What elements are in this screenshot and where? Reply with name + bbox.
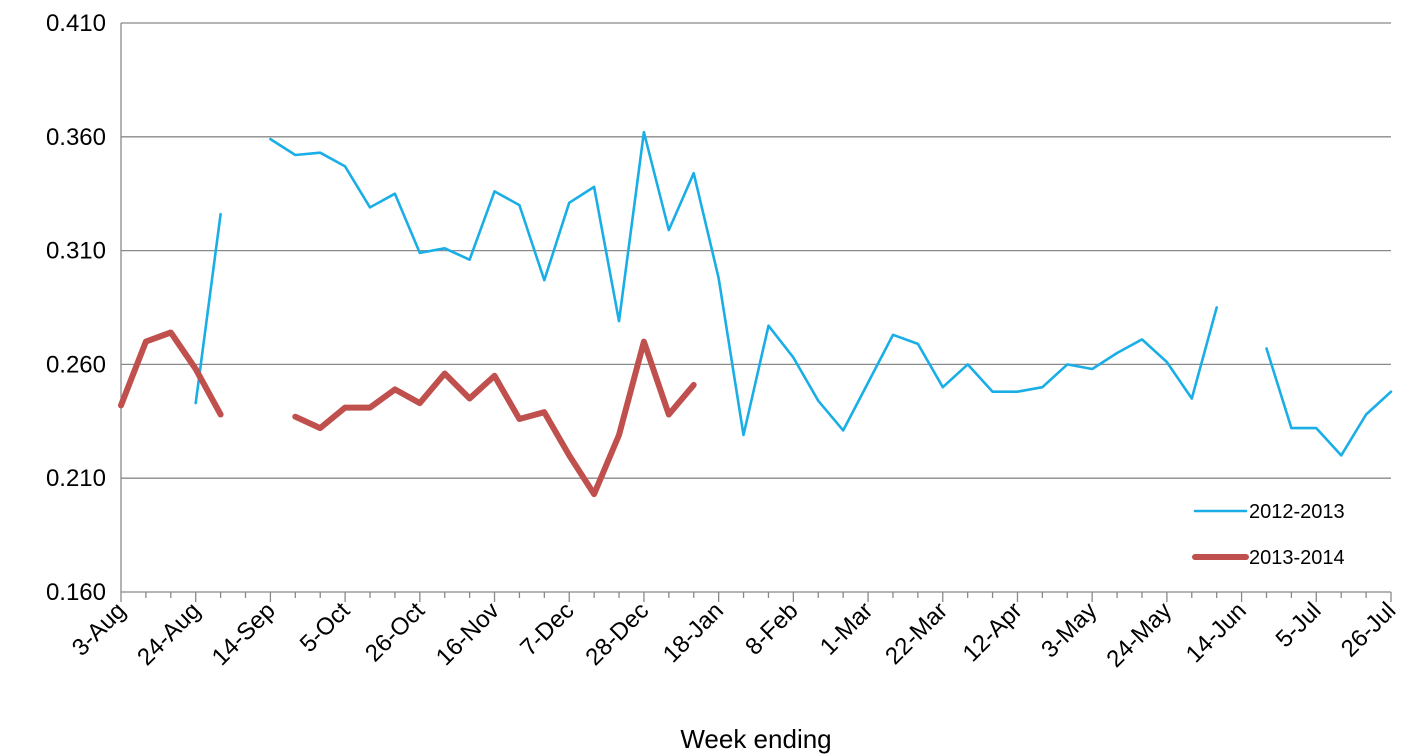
legend-label: 2013-2014 (1249, 547, 1345, 569)
x-tick-label: 5-Jul (1271, 597, 1327, 653)
legend: 2012-2013 2013-2014 (1192, 501, 1345, 569)
y-tick-label: 0.310 (46, 238, 106, 265)
x-tick-label: 7-Dec (515, 597, 579, 661)
x-tick-label: 26-Jul (1336, 597, 1401, 662)
y-tick-label: 0.410 (46, 10, 106, 37)
gridlines (121, 22, 1391, 479)
x-tick-label: 28-Dec (580, 597, 654, 671)
x-tick-label: 1-Mar (815, 597, 878, 660)
x-tick-label: 26-Oct (360, 597, 430, 667)
x-tick-label: 16-Nov (431, 597, 505, 671)
x-axis: 3-Aug 24-Aug 14-Sep 5-Oct 26-Oct 16-Nov 7-Dec 2… (67, 23, 1401, 673)
x-tick-label: 3-Aug (67, 597, 131, 661)
legend-label: 2012-2013 (1249, 501, 1345, 523)
x-tick-label: 14-Sep (207, 597, 281, 671)
series-line-2012-2013 (1265, 347, 1393, 457)
x-tick-label: 18-Jan (658, 597, 729, 668)
x-tick-label: 5-Oct (295, 597, 356, 658)
x-tick-label: 14-Jun (1181, 597, 1252, 668)
y-axis-tick-labels: 0.160 0.210 0.260 0.310 0.360 0.410 (46, 10, 106, 606)
y-tick-label: 0.260 (46, 351, 106, 378)
series-line-2013-2014 (292, 338, 697, 498)
x-tick-label: 24-May (1101, 597, 1177, 673)
x-tick-label: 8-Feb (740, 597, 803, 660)
x-tick-label: 22-Mar (880, 597, 953, 670)
x-tick-label: 12-Apr (958, 597, 1028, 667)
series-lines (118, 130, 1393, 498)
series-line-2013-2014 (118, 329, 224, 418)
x-axis-title: Week ending (680, 724, 831, 754)
y-tick-label: 0.160 (46, 579, 106, 606)
y-tick-label: 0.210 (46, 465, 106, 492)
x-tick-label: 24-Aug (132, 597, 206, 671)
series-line-2012-2013 (269, 130, 1218, 437)
y-tick-label: 0.360 (46, 124, 106, 151)
x-tick-label: 3-May (1036, 597, 1102, 663)
